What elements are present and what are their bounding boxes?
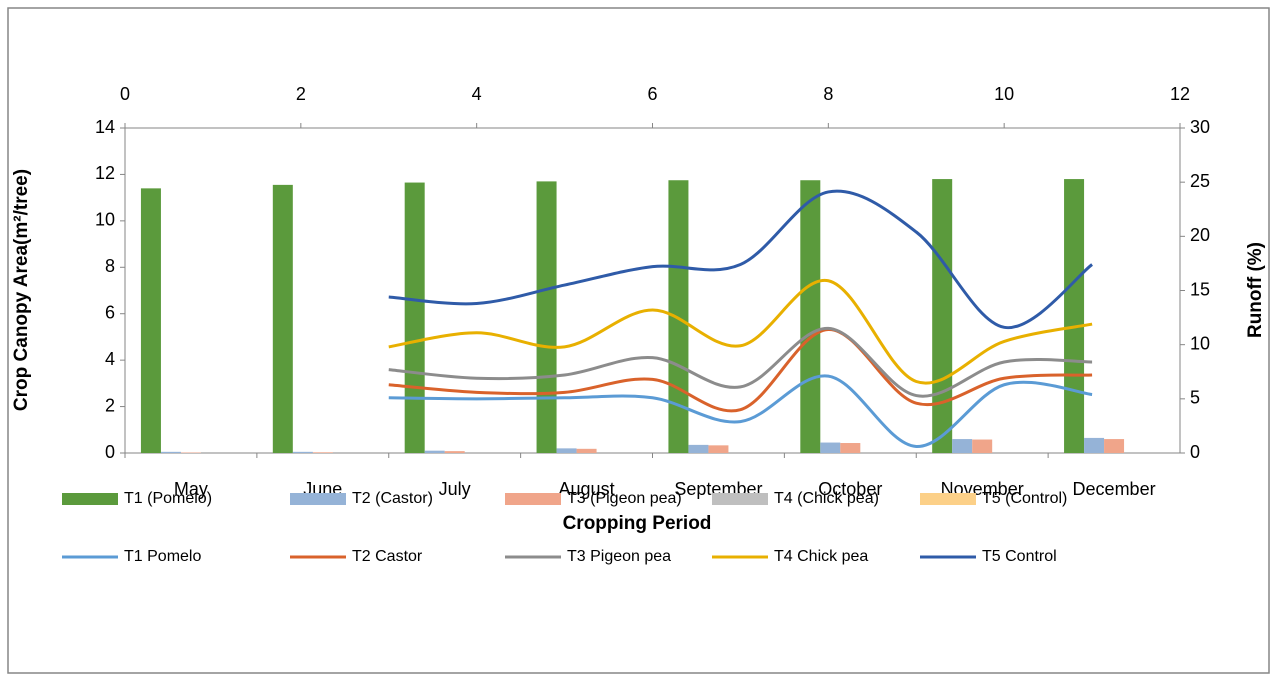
- bar: [404, 182, 425, 453]
- y-tick-label: 4: [105, 349, 115, 369]
- y2-tick-label: 30: [1190, 117, 1210, 137]
- line: [388, 189, 1094, 329]
- legend-swatch: [505, 493, 561, 505]
- x-tick-label: October: [818, 479, 882, 499]
- legend-label: T3 Pigeon pea: [567, 548, 671, 565]
- y2-tick-label: 10: [1190, 333, 1210, 353]
- bar: [932, 179, 953, 454]
- y-tick-label: 14: [95, 117, 115, 137]
- bar: [840, 443, 861, 453]
- line: [388, 326, 1093, 398]
- legend-label: T1 Pomelo: [124, 548, 201, 565]
- bar: [688, 444, 709, 453]
- x2-tick-label: 10: [994, 84, 1014, 104]
- y2-tick-label: 5: [1190, 388, 1200, 408]
- bar: [160, 451, 181, 453]
- legend-label: T4 (Chick pea): [774, 490, 879, 507]
- legend-label: T3 (Pigeon pea): [567, 490, 682, 507]
- y2-tick-label: 15: [1190, 279, 1210, 299]
- bar: [1104, 439, 1125, 453]
- x2-tick-label: 0: [120, 84, 130, 104]
- y-tick-label: 8: [105, 256, 115, 276]
- bar: [820, 442, 841, 453]
- bar: [952, 439, 973, 453]
- legend-swatch: [290, 493, 346, 505]
- line: [388, 374, 1093, 449]
- legend-swatch: [920, 493, 976, 505]
- bar: [444, 451, 465, 453]
- line: [388, 279, 1093, 385]
- bar: [708, 445, 729, 453]
- legend-label: T2 (Castor): [352, 490, 433, 507]
- bar: [312, 452, 333, 453]
- y-tick-label: 6: [105, 302, 115, 322]
- x2-tick-label: 4: [472, 84, 482, 104]
- x-axis-title: Cropping Period: [563, 513, 712, 534]
- x2-tick-label: 2: [296, 84, 306, 104]
- x-tick-label: December: [1073, 479, 1156, 499]
- x-tick-label: August: [559, 479, 615, 499]
- bar: [668, 180, 689, 453]
- y2-tick-label: 20: [1190, 225, 1210, 245]
- y-tick-label: 0: [105, 442, 115, 462]
- bar: [140, 188, 161, 453]
- bar: [556, 448, 577, 453]
- legend-label: T5 Control: [982, 548, 1057, 565]
- x2-tick-label: 8: [823, 84, 833, 104]
- bar: [972, 439, 993, 453]
- y-tick-label: 12: [95, 163, 115, 183]
- bar: [1084, 437, 1105, 453]
- bar: [424, 450, 445, 453]
- y-tick-label: 2: [105, 395, 115, 415]
- x2-tick-label: 6: [647, 84, 657, 104]
- line: [388, 327, 1093, 413]
- y2-tick-label: 25: [1190, 171, 1210, 191]
- legend-swatch: [62, 493, 118, 505]
- y-axis-title: Crop Canopy Area(m²/tree): [11, 169, 32, 411]
- bar: [800, 180, 821, 453]
- chart-border: [7, 7, 1270, 674]
- legend-label: T1 (Pomelo): [124, 490, 212, 507]
- bar: [292, 451, 313, 453]
- bar: [1064, 179, 1085, 454]
- bar: [536, 181, 557, 453]
- y-tick-label: 10: [95, 210, 115, 230]
- y2-axis-title: Runoff (%): [1245, 242, 1266, 338]
- y2-tick-label: 0: [1190, 442, 1200, 462]
- x-tick-label: May: [174, 479, 208, 499]
- x2-tick-label: 12: [1170, 84, 1190, 104]
- bar: [272, 184, 293, 453]
- legend-label: T5 (Control): [982, 490, 1067, 507]
- legend-label: T4 Chick pea: [774, 548, 868, 565]
- legend-label: T2 Castor: [352, 548, 423, 565]
- legend-swatch: [712, 493, 768, 505]
- x-tick-label: July: [439, 479, 471, 499]
- bar: [576, 448, 597, 453]
